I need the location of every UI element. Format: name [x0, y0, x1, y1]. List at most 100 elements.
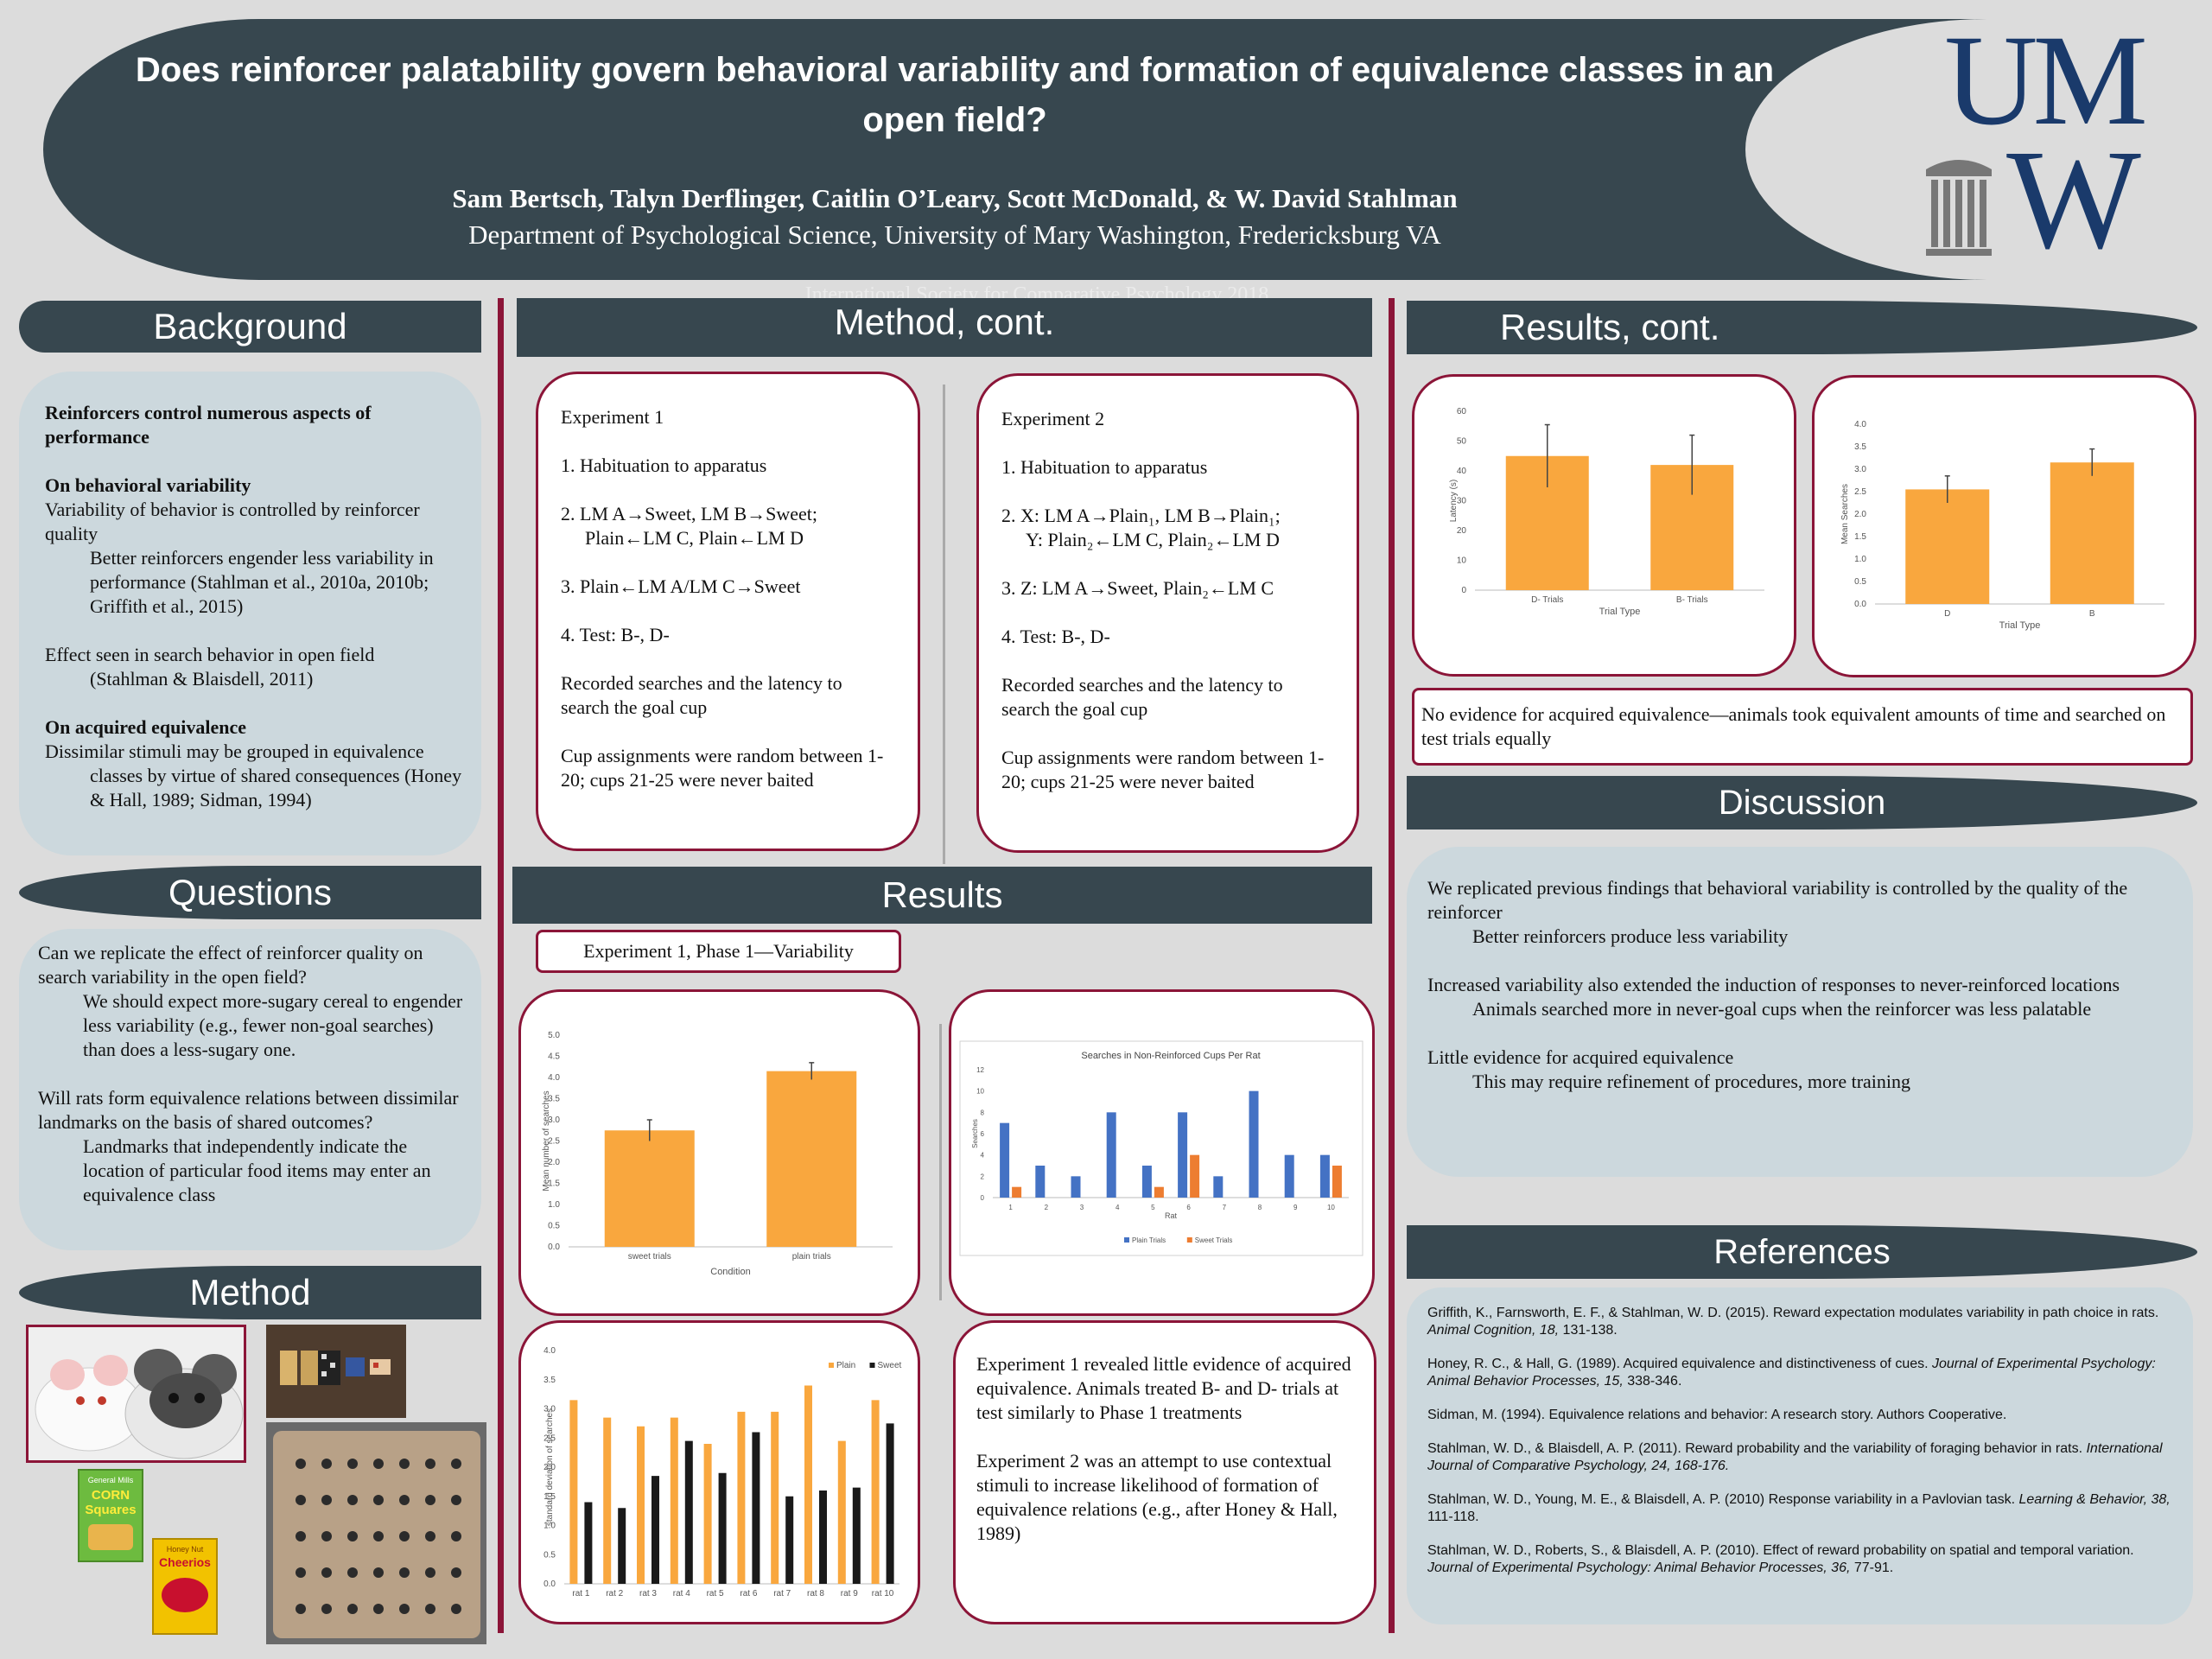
y-tick-label: 40	[1457, 467, 1467, 476]
bar-sweet	[785, 1496, 794, 1584]
bar-sweet	[718, 1472, 727, 1584]
y-tick-label: 3.0	[1854, 465, 1866, 474]
y-tick-label: 3.0	[543, 1405, 556, 1414]
question-2: Will rats form equivalence relations bet…	[38, 1087, 459, 1133]
y-axis-label: Searches	[971, 1119, 979, 1148]
section-method-cont: Method, cont.	[517, 298, 1372, 357]
results-divider	[939, 1024, 942, 1300]
section-results-cont: Results, cont.	[1407, 301, 2197, 354]
exp1-cups: Cup assignments were random between 1-20…	[561, 745, 884, 791]
background-heading: Reinforcers control numerous aspects of …	[45, 402, 372, 448]
x-tick-label: rat 4	[673, 1589, 690, 1599]
bar-sweet	[652, 1476, 659, 1584]
legend-swatch	[1124, 1237, 1129, 1243]
bar-plain-trials	[1141, 1166, 1152, 1198]
results-summary-1: Experiment 1 revealed little evidence of…	[976, 1353, 1351, 1423]
chart-frame	[959, 1040, 1363, 1256]
exp2-step-2b: Y: Plain₂←LM C, Plain₂←LM D	[1026, 529, 1280, 550]
x-tick-label: rat 2	[606, 1589, 623, 1599]
section-method: Method	[19, 1266, 481, 1319]
non-reinforced-chart: Searches in Non-Reinforced Cups Per Rat 0…	[959, 1040, 1363, 1256]
bar-sweet-trials	[1012, 1186, 1022, 1198]
chart-card-mean-searches: 0.0 0.5 1.0 1.5 2.0 2.5 3.0 3.5 4.0 4.5 5.0 Mean nu…	[518, 989, 920, 1316]
y-tick-label: 0	[981, 1194, 985, 1202]
background-p3-indent: classes by virtue of shared consequences…	[90, 765, 462, 810]
x-axis-label: Trial Type	[1599, 607, 1641, 617]
reference-5: Stahlman, W. D., Young, M. E., & Blaisde…	[1427, 1491, 2172, 1526]
results-cont-note: No evidence for acquired equivalence—ani…	[1412, 688, 2193, 766]
exp1-step-4: 4. Test: B-, D-	[561, 624, 670, 645]
sd-searches-chart: 0.0 0.5 1.0 1.5 2.0 2.5 3.0 3.5 4.0 standard devi…	[543, 1346, 901, 1599]
y-tick-label: 30	[1457, 497, 1467, 506]
y-tick-label: 2	[981, 1173, 985, 1180]
chart-card-mean-test-searches: 0.0 0.5 1.0 1.5 2.0 2.5 3.0 3.5 4.0 Mean Searches…	[1812, 375, 2196, 677]
exp2-step-3: 3. Z: LM A→Sweet, Plain₂←LM C	[1001, 577, 1274, 599]
bar-plain	[569, 1400, 578, 1584]
y-tick-label: 60	[1457, 407, 1467, 416]
reference-pages: 338-346.	[1623, 1374, 1682, 1389]
bar-plain-trials	[1319, 1154, 1330, 1198]
y-tick-label: 0.0	[548, 1243, 560, 1252]
cereal-box-honey-nut-cheerios: Honey Nut Cheerios	[152, 1538, 218, 1635]
discussion-p2: Increased variability also extended the …	[1427, 974, 2120, 995]
y-tick-label: 1.0	[548, 1200, 560, 1210]
y-tick-label: 3.5	[548, 1095, 560, 1104]
section-results: Results	[512, 867, 1372, 924]
exp1-title: Experiment 1	[561, 406, 664, 428]
y-tick-label: 12	[976, 1066, 984, 1074]
reference-source: Journal of Experimental Psychology: Anim…	[1427, 1357, 2156, 1389]
reference-source: International Journal of Comparative Psy…	[1427, 1441, 2163, 1473]
bar-sweet	[819, 1491, 827, 1584]
results-summary-card: Experiment 1 revealed little evidence of…	[953, 1320, 1376, 1624]
y-tick-label: 20	[1457, 526, 1467, 536]
background-sub1: On behavioral variability	[45, 474, 251, 496]
y-axis-label: Mean Searches	[1840, 484, 1850, 544]
reference-text: Stahlman, W. D., & Blaisdell, A. P. (201…	[1427, 1441, 2087, 1456]
phase-label: Experiment 1, Phase 1—Variability	[536, 930, 901, 973]
y-tick-label: 2.5	[1854, 487, 1866, 497]
x-tick-label: rat 5	[707, 1589, 724, 1599]
x-axis-label: Trial Type	[1999, 620, 2041, 631]
x-tick-label: D- Trials	[1531, 595, 1563, 605]
section-questions: Questions	[19, 866, 481, 919]
bar-plain	[703, 1444, 712, 1584]
bar-plain-trials	[1106, 1112, 1116, 1198]
exp1-step-1: 1. Habituation to apparatus	[561, 454, 767, 476]
latency-chart: 0 10 20 30 40 50 60 Latency (s) Trial Type D- Tri…	[1449, 407, 1764, 617]
exp1-step-2b: Plain←LM C, Plain←LM D	[585, 527, 804, 549]
reference-source: Journal of Experimental Psychology: Anim…	[1427, 1560, 1851, 1575]
section-background: Background	[19, 301, 481, 353]
bar-plain	[737, 1411, 746, 1584]
bar-plain	[603, 1417, 612, 1584]
x-tick-label: rat 3	[639, 1589, 657, 1599]
y-tick-label: 1.0	[1854, 555, 1866, 564]
section-discussion: Discussion	[1407, 776, 2197, 830]
y-tick-label: 3.5	[543, 1376, 556, 1385]
y-tick-label: 4.0	[543, 1346, 556, 1356]
references-panel: Griffith, K., Farnsworth, E. F., & Stahl…	[1407, 1287, 2193, 1624]
background-p3: Dissimilar stimuli may be grouped in equ…	[45, 741, 424, 762]
y-tick-label: 2.5	[543, 1433, 556, 1443]
open-field-photo	[266, 1422, 486, 1644]
bar-value	[766, 1071, 857, 1247]
bar-sweet	[618, 1508, 626, 1584]
y-tick-label: 3.5	[1854, 442, 1866, 452]
bar-sweet	[852, 1487, 861, 1584]
bar-plain	[804, 1385, 812, 1584]
y-tick-label: 4.5	[548, 1052, 560, 1062]
x-tick-label: 5	[1151, 1204, 1155, 1211]
y-axis-label: Mean number of searches	[542, 1090, 551, 1191]
y-tick-label: 4	[981, 1152, 985, 1160]
x-axis-label: Rat	[1165, 1211, 1178, 1220]
cereal-box-corn-squares: General Mills CORN Squares	[78, 1469, 143, 1562]
x-tick-label: 1	[1008, 1204, 1013, 1211]
bar-plain	[771, 1411, 779, 1584]
section-references: References	[1407, 1225, 2197, 1279]
x-tick-label: 9	[1294, 1204, 1298, 1211]
legend-swatch	[829, 1363, 834, 1368]
bar-plain-trials	[1071, 1176, 1081, 1198]
discussion-p1: We replicated previous findings that beh…	[1427, 877, 2128, 923]
bar-sweet-trials	[1154, 1186, 1164, 1198]
y-tick-label: 2.0	[543, 1463, 556, 1472]
y-tick-label: 0.5	[548, 1222, 560, 1231]
